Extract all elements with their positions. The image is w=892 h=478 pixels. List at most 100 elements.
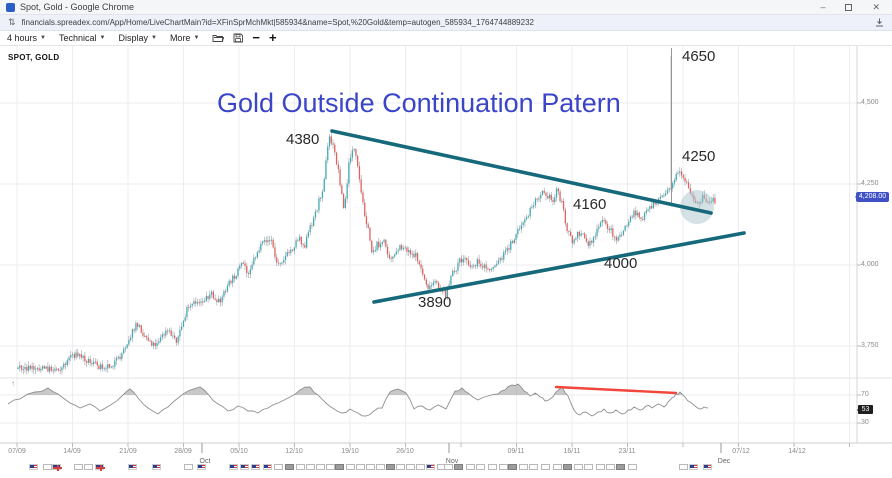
trendline-lower[interactable] bbox=[372, 231, 746, 304]
flag-dark-icon[interactable] bbox=[454, 464, 463, 470]
flag-placeholder-icon[interactable] bbox=[499, 464, 508, 470]
price-annotation[interactable]: 4380 bbox=[286, 131, 320, 148]
zoom-out-button[interactable]: − bbox=[252, 30, 260, 45]
flag-placeholder-icon[interactable] bbox=[476, 464, 485, 470]
flag-us-icon[interactable] bbox=[152, 464, 161, 470]
chevron-down-icon: ▼ bbox=[150, 35, 157, 41]
highlight-circle[interactable] bbox=[680, 190, 714, 224]
rsi-overbought-fill bbox=[554, 387, 568, 395]
zoom-in-button[interactable]: + bbox=[269, 30, 277, 45]
flag-placeholder-icon[interactable] bbox=[466, 464, 475, 470]
flag-us-icon[interactable] bbox=[263, 464, 272, 470]
flag-placeholder-icon[interactable] bbox=[606, 464, 615, 470]
flag-placeholder-icon[interactable] bbox=[519, 464, 528, 470]
flag-placeholder-icon[interactable] bbox=[406, 464, 415, 470]
flag-placeholder-icon[interactable] bbox=[296, 464, 305, 470]
date-label: 23/11 bbox=[618, 448, 636, 455]
flag-placeholder-icon[interactable] bbox=[356, 464, 365, 470]
flag-placeholder-icon[interactable] bbox=[346, 464, 355, 470]
flag-placeholder-icon[interactable] bbox=[416, 464, 425, 470]
flag-us-icon[interactable] bbox=[703, 464, 712, 470]
flag-placeholder-icon[interactable] bbox=[596, 464, 605, 470]
flag-placeholder-icon[interactable] bbox=[628, 464, 637, 470]
flag-placeholder-icon[interactable] bbox=[376, 464, 385, 470]
rsi-expand-arrow-icon[interactable]: ↑ bbox=[11, 379, 15, 388]
flag-placeholder-icon[interactable] bbox=[553, 464, 562, 470]
download-icon[interactable] bbox=[875, 14, 884, 32]
flag-placeholder-icon[interactable] bbox=[84, 464, 93, 470]
url-text[interactable]: financials.spreadex.com/App/Home/LiveCha… bbox=[21, 18, 534, 27]
flag-us-icon[interactable] bbox=[240, 464, 249, 470]
chevron-down-icon: ▼ bbox=[40, 35, 46, 41]
flag-us-icon[interactable] bbox=[426, 464, 435, 470]
flag-placeholder-icon[interactable] bbox=[679, 464, 688, 470]
last-price-tag: 4,208.00 bbox=[855, 192, 889, 202]
flag-placeholder-icon[interactable] bbox=[74, 464, 83, 470]
price-axis-label: 4,250 bbox=[861, 180, 879, 187]
display-menu[interactable]: Display ▼ bbox=[118, 33, 156, 43]
timeframe-menu[interactable]: 4 hours ▼ bbox=[7, 33, 46, 43]
price-annotation[interactable]: 3890 bbox=[418, 294, 452, 311]
price-annotation[interactable]: 4160 bbox=[573, 196, 607, 213]
flag-us-icon[interactable] bbox=[197, 464, 206, 470]
date-label: 19/10 bbox=[341, 448, 359, 455]
flag-placeholder-icon[interactable] bbox=[316, 464, 325, 470]
flag-dark-icon[interactable] bbox=[563, 464, 572, 470]
minimize-icon[interactable]: – bbox=[820, 1, 826, 12]
flag-placeholder-icon[interactable] bbox=[274, 464, 283, 470]
flag-us-icon[interactable] bbox=[29, 464, 38, 470]
flag-uk-icon[interactable] bbox=[52, 464, 62, 471]
rsi-overbought-fill bbox=[122, 389, 136, 395]
flag-placeholder-icon[interactable] bbox=[43, 464, 52, 470]
price-annotation[interactable]: 4250 bbox=[682, 148, 716, 165]
flag-placeholder-icon[interactable] bbox=[184, 464, 193, 470]
flag-dark-icon[interactable] bbox=[508, 464, 517, 470]
month-label: Oct bbox=[199, 458, 211, 465]
flag-dark-icon[interactable] bbox=[616, 464, 625, 470]
price-annotation[interactable]: 4650 bbox=[682, 48, 716, 65]
price-annotation[interactable]: 4000 bbox=[604, 255, 638, 272]
save-icon[interactable] bbox=[233, 33, 244, 43]
flag-us-icon[interactable] bbox=[251, 464, 260, 470]
flag-us-icon[interactable] bbox=[229, 464, 238, 470]
flag-placeholder-icon[interactable] bbox=[584, 464, 593, 470]
flag-dark-icon[interactable] bbox=[386, 464, 395, 470]
date-label: 16/11 bbox=[563, 448, 581, 455]
technical-menu[interactable]: Technical ▼ bbox=[59, 33, 105, 43]
rsi-overbought-fill bbox=[453, 388, 471, 395]
date-label: 12/10 bbox=[285, 448, 303, 455]
flag-placeholder-icon[interactable] bbox=[444, 464, 453, 470]
flag-placeholder-icon[interactable] bbox=[366, 464, 375, 470]
price-axis-label: 4,000 bbox=[861, 261, 879, 268]
flag-placeholder-icon[interactable] bbox=[488, 464, 497, 470]
flag-placeholder-icon[interactable] bbox=[574, 464, 583, 470]
close-icon[interactable]: ✕ bbox=[872, 1, 880, 12]
flag-placeholder-icon[interactable] bbox=[326, 464, 335, 470]
more-menu[interactable]: More ▼ bbox=[170, 33, 199, 43]
rsi-overbought-fill bbox=[388, 389, 408, 395]
flag-placeholder-icon[interactable] bbox=[529, 464, 538, 470]
flag-placeholder-icon[interactable] bbox=[306, 464, 315, 470]
display-menu-label: Display bbox=[118, 33, 148, 43]
open-folder-icon[interactable] bbox=[212, 33, 225, 43]
flag-dark-icon[interactable] bbox=[335, 464, 344, 470]
more-menu-label: More bbox=[169, 33, 191, 43]
instrument-label: SPOT, GOLD bbox=[8, 53, 60, 62]
flag-us-icon[interactable] bbox=[128, 464, 137, 470]
flag-placeholder-icon[interactable] bbox=[396, 464, 405, 470]
rsi-divergence-line[interactable] bbox=[554, 385, 678, 395]
trendline-upper[interactable] bbox=[330, 129, 713, 215]
rsi-overbought-fill bbox=[293, 387, 318, 395]
pattern-title-annotation[interactable]: Gold Outside Continuation Patern bbox=[217, 88, 621, 118]
flag-placeholder-icon[interactable] bbox=[541, 464, 550, 470]
maximize-icon[interactable] bbox=[845, 3, 853, 11]
chevron-down-icon: ▼ bbox=[193, 35, 200, 41]
site-settings-icon[interactable]: ⇅ bbox=[8, 17, 16, 27]
flag-dark-icon[interactable] bbox=[285, 464, 294, 470]
rsi-overbought-fill bbox=[26, 388, 60, 395]
timeframe-menu-label: 4 hours bbox=[7, 33, 38, 43]
date-label: 07/09 bbox=[8, 448, 26, 455]
flag-us-icon[interactable] bbox=[689, 464, 698, 470]
chart-canvas[interactable] bbox=[0, 46, 892, 478]
flag-uk-icon[interactable] bbox=[95, 464, 105, 471]
